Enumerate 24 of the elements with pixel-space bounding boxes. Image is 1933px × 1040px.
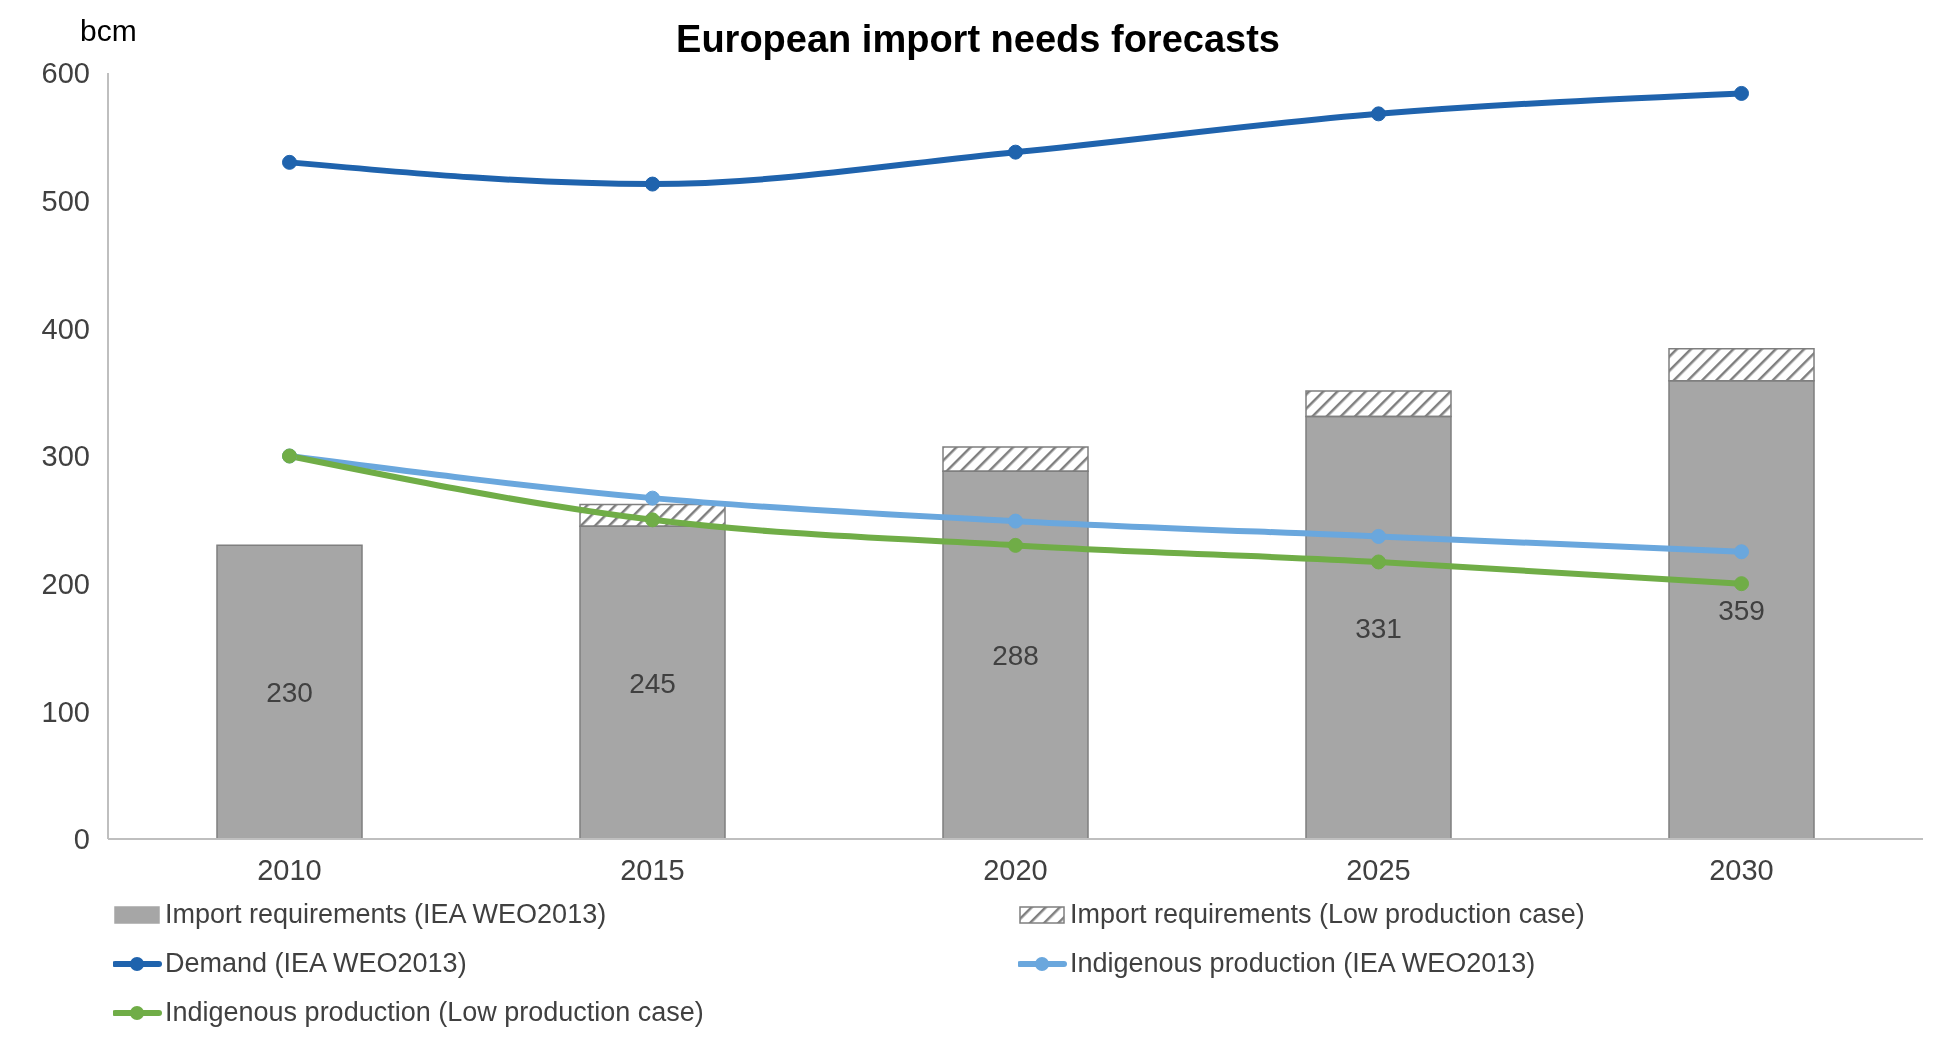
data-label: 331 — [1355, 612, 1402, 644]
x-tick-label: 2015 — [620, 853, 685, 886]
y-tick-label: 0 — [73, 823, 90, 856]
data-label: 245 — [629, 667, 676, 699]
x-tick-label: 2030 — [1709, 853, 1774, 886]
data-label: 359 — [1718, 594, 1765, 626]
y-tick-label: 300 — [41, 440, 90, 473]
legend-label: Demand (IEA WEO2013) — [165, 948, 467, 979]
y-tick-label: 500 — [41, 184, 90, 217]
x-tick-label: 2025 — [1346, 853, 1411, 886]
data-label: 288 — [992, 640, 1039, 672]
legend-label: Import requirements (Low production case) — [1070, 899, 1585, 930]
x-tick-label: 2010 — [257, 853, 322, 886]
y-axis-title: bcm — [80, 14, 137, 48]
y-tick-label: 600 — [41, 57, 90, 90]
data-label: 230 — [266, 677, 313, 709]
legend-label: Import requirements (IEA WEO2013) — [165, 899, 607, 930]
x-tick-label: 2020 — [983, 853, 1048, 886]
chart-title: European import needs forecasts — [676, 18, 1280, 60]
legend-label: Indigenous production (IEA WEO2013) — [1070, 948, 1536, 979]
y-tick-label: 200 — [41, 567, 90, 600]
legend-label: Indigenous production (Low production case) — [165, 997, 704, 1028]
y-tick-label: 400 — [41, 312, 90, 345]
y-tick-label: 100 — [41, 695, 90, 728]
